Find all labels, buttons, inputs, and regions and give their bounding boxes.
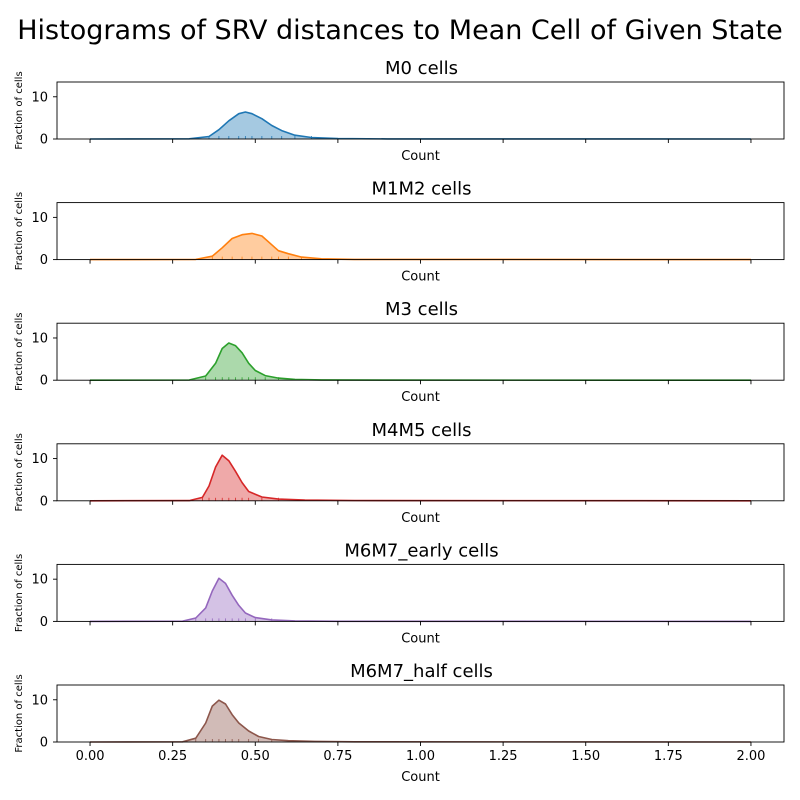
subplot-m4m5-cells: 0 10 M4M5 cells Count Fraction of cells bbox=[14, 420, 785, 526]
histogram-fill bbox=[90, 578, 751, 622]
y-tick-label: 0 bbox=[40, 494, 48, 509]
y-axis-label: Fraction of cells bbox=[14, 433, 25, 511]
subplot-m6m7-half-cells: 0 10 0.00 0.25 0.50 0.75 1.00 1.25 1.50 1.75 2.00 M… bbox=[14, 661, 785, 785]
x-axis-label: Count bbox=[401, 770, 440, 785]
x-tick-label: 1.00 bbox=[406, 749, 435, 764]
y-tick-label: 0 bbox=[40, 253, 48, 268]
subplot-title: M6M7_half cells bbox=[350, 661, 493, 682]
histogram-fill bbox=[90, 112, 751, 139]
plot-frame bbox=[56, 563, 785, 622]
x-tick-label: 2.00 bbox=[736, 749, 765, 764]
x-tick-label: 0.00 bbox=[76, 749, 105, 764]
x-axis-label: Count bbox=[401, 390, 440, 405]
subplot-m6m7-early-cells: 0 10 M6M7_early cells Count Fraction of cell… bbox=[14, 540, 785, 646]
x-tick-label: 0.25 bbox=[158, 749, 187, 764]
subplot-title: M3 cells bbox=[385, 299, 458, 320]
plot-frame bbox=[56, 443, 785, 502]
density-line bbox=[89, 699, 752, 743]
y-axis-label: Fraction of cells bbox=[14, 313, 25, 391]
x-tick-label: 1.25 bbox=[489, 749, 518, 764]
density-line bbox=[89, 342, 752, 382]
y-axis-label: Fraction of cells bbox=[14, 192, 25, 270]
x-axis-label: Count bbox=[401, 270, 440, 285]
subplot-title: M4M5 cells bbox=[371, 420, 471, 441]
x-axis-label: Count bbox=[401, 149, 440, 164]
y-axis-label: Fraction of cells bbox=[14, 554, 25, 632]
histogram-fill bbox=[90, 233, 751, 260]
density-line bbox=[89, 111, 752, 140]
subplot-title: M0 cells bbox=[385, 58, 458, 79]
y-tick-label: 10 bbox=[31, 211, 48, 226]
y-axis-label: Fraction of cells bbox=[14, 674, 25, 752]
histogram-fill bbox=[90, 700, 751, 742]
y-tick-label: 10 bbox=[31, 452, 48, 467]
y-tick-label: 0 bbox=[40, 615, 48, 630]
subplot-title: M6M7_early cells bbox=[344, 540, 498, 561]
x-tick-label: 1.50 bbox=[571, 749, 600, 764]
density-line bbox=[89, 577, 752, 623]
subplot-grid: 0 10 M0 cells Count Fraction of cells 0 10 M1M2… bbox=[14, 58, 785, 785]
plot-frame bbox=[56, 202, 785, 261]
plot-frame bbox=[56, 81, 785, 140]
y-tick-label: 10 bbox=[31, 693, 48, 708]
subplot-m1m2-cells: 0 10 M1M2 cells Count Fraction of cells bbox=[14, 179, 785, 285]
plot-frame bbox=[56, 684, 785, 743]
x-tick-label: 1.75 bbox=[654, 749, 683, 764]
x-axis-label: Count bbox=[401, 511, 440, 526]
figure-title: Histograms of SRV distances to Mean Cell… bbox=[17, 15, 783, 46]
plot-frame bbox=[56, 322, 785, 381]
subplot-m0-cells: 0 10 M0 cells Count Fraction of cells bbox=[14, 58, 785, 164]
density-line bbox=[89, 454, 752, 502]
histogram-fill bbox=[90, 343, 751, 381]
y-tick-label: 0 bbox=[40, 133, 48, 148]
y-tick-label: 0 bbox=[40, 736, 48, 751]
y-tick-label: 10 bbox=[31, 90, 48, 105]
y-axis-label: Fraction of cells bbox=[14, 71, 25, 149]
x-tick-label: 0.75 bbox=[323, 749, 352, 764]
subplot-title: M1M2 cells bbox=[371, 179, 471, 200]
x-axis-label: Count bbox=[401, 631, 440, 646]
y-tick-label: 10 bbox=[31, 331, 48, 346]
subplot-m3-cells: 0 10 M3 cells Count Fraction of cells bbox=[14, 299, 785, 405]
y-tick-label: 10 bbox=[31, 573, 48, 588]
y-tick-label: 0 bbox=[40, 374, 48, 389]
histogram-fill bbox=[90, 455, 751, 501]
x-tick-label: 0.50 bbox=[241, 749, 270, 764]
density-line bbox=[89, 232, 752, 261]
